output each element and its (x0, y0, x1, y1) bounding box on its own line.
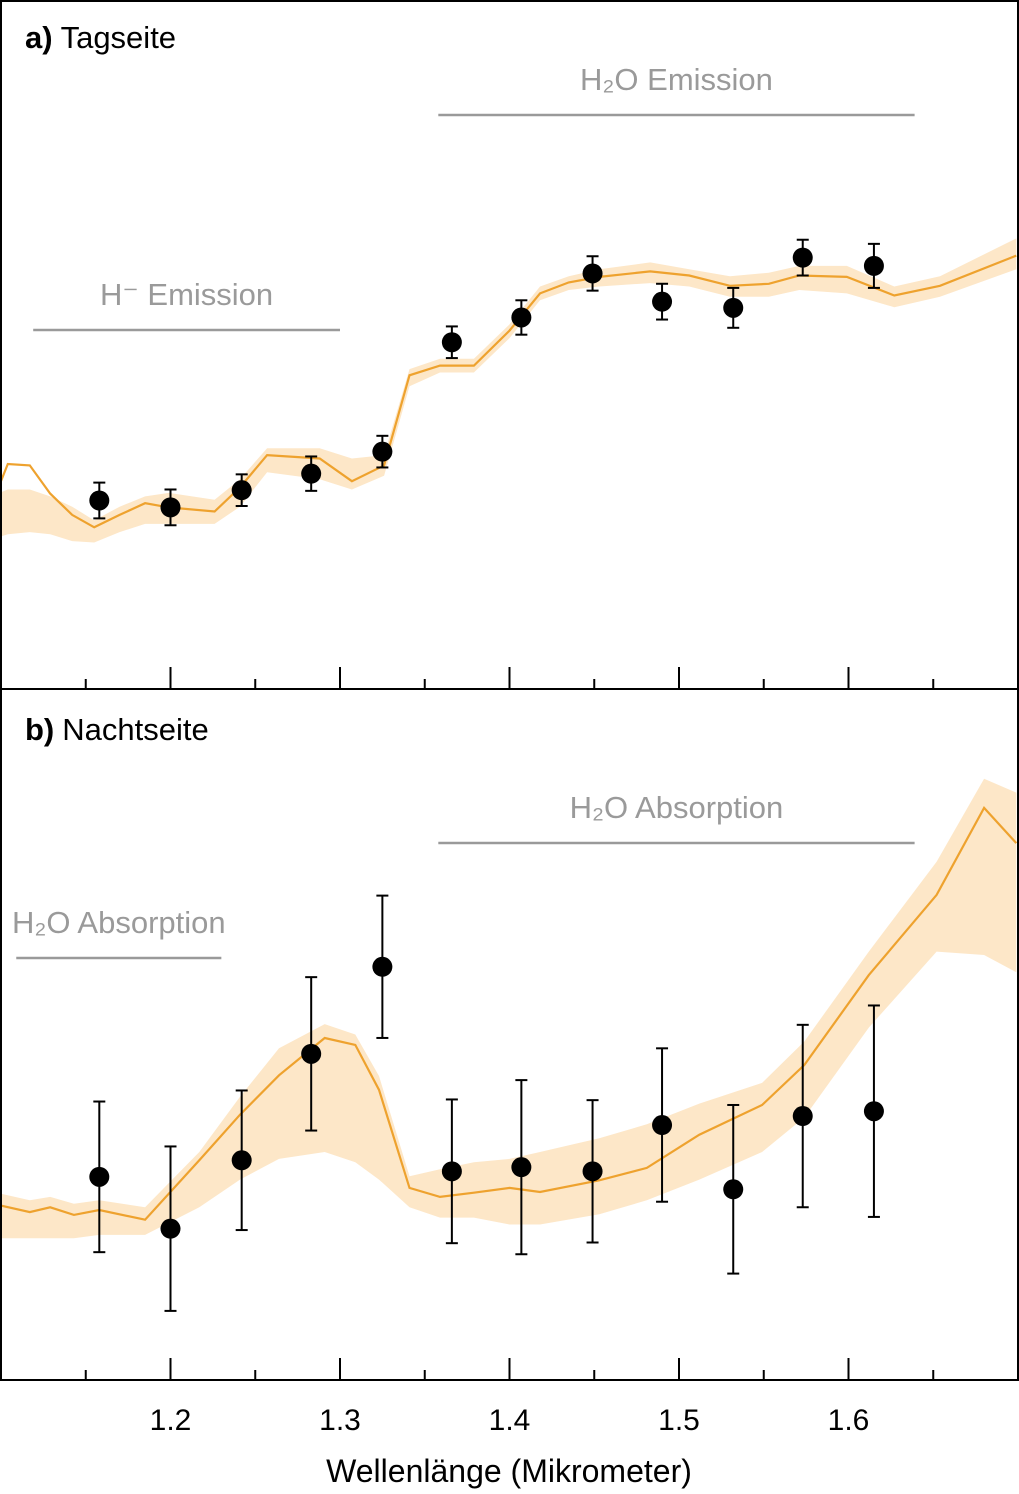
point-marker (160, 497, 181, 518)
data-point (863, 1004, 884, 1218)
point-marker (652, 291, 673, 312)
point-marker (89, 490, 110, 511)
point-marker (723, 297, 744, 318)
point-marker (582, 263, 603, 284)
x-tick-label: 1.6 (828, 1404, 870, 1437)
data-point (863, 242, 884, 289)
x-tick-label: 1.5 (658, 1404, 700, 1437)
model-uncertainty-band (0, 238, 1017, 543)
panel-dayside: H₂O Emission H⁻ Emission a) Tagseite (0, 20, 1017, 689)
data-point (89, 481, 110, 520)
panel-a-frame (0, 0, 1019, 690)
x-ticks (84, 1358, 935, 1380)
point-marker (301, 463, 322, 484)
annotation-label: H⁻ Emission (100, 277, 273, 312)
point-marker (231, 480, 252, 501)
model-curve (0, 254, 1017, 529)
data-point (160, 1145, 181, 1312)
point-marker (160, 1218, 181, 1239)
annotation-label: H₂O Emission (580, 62, 773, 97)
data-point (511, 299, 532, 336)
data-point (792, 1023, 813, 1209)
point-marker (652, 1115, 673, 1136)
data-point (652, 1047, 673, 1203)
point-marker (511, 307, 532, 328)
annotations: H₂O Emission H⁻ Emission (33, 62, 915, 332)
point-marker (582, 1161, 603, 1182)
model-line (0, 254, 1017, 529)
data-point (372, 894, 393, 1039)
annotations: H₂O Absorption H₂O Absorption (12, 790, 915, 960)
point-marker (792, 1106, 813, 1127)
data-point (301, 455, 322, 492)
model-band (0, 778, 1017, 1239)
point-marker (89, 1166, 110, 1187)
point-marker (792, 247, 813, 268)
model-uncertainty-band (0, 778, 1017, 1239)
point-marker (863, 255, 884, 276)
panel-letter: b) (25, 712, 54, 747)
x-axis-label: Wellenlänge (Mikrometer) (326, 1453, 692, 1489)
point-marker (372, 441, 393, 462)
data-point (301, 976, 322, 1132)
data-point (792, 238, 813, 277)
model-band (0, 238, 1017, 543)
panel-label: b) Nachtseite (25, 712, 209, 747)
panel-b-frame (0, 688, 1019, 1381)
annotation-label: H₂O Absorption (570, 790, 784, 825)
x-ticks (84, 667, 935, 689)
point-marker (301, 1043, 322, 1064)
data-points (89, 894, 884, 1312)
panel-letter: a) (25, 20, 53, 55)
annotation-label: H₂O Absorption (12, 905, 226, 940)
x-tick-label: 1.4 (489, 1404, 531, 1437)
data-point (231, 473, 252, 507)
point-marker (511, 1157, 532, 1178)
panel-title: Tagseite (61, 20, 176, 55)
point-marker (441, 1161, 462, 1182)
model-curve (0, 806, 1018, 1221)
data-point (231, 1089, 252, 1232)
data-point (89, 1100, 110, 1254)
panel-label: a) Tagseite (25, 20, 176, 55)
data-points (89, 238, 884, 527)
model-line (0, 806, 1018, 1221)
point-marker (863, 1101, 884, 1122)
data-point (160, 488, 181, 527)
x-tick-label: 1.3 (319, 1404, 361, 1437)
point-marker (441, 332, 462, 353)
data-point (441, 325, 462, 360)
data-point (511, 1079, 532, 1256)
x-tick-labels: 1.2 1.3 1.4 1.5 1.6 (150, 1404, 870, 1437)
point-marker (723, 1179, 744, 1200)
data-point (652, 282, 673, 321)
panel-title: Nachtseite (62, 712, 208, 747)
data-point (723, 1103, 744, 1275)
point-marker (231, 1150, 252, 1171)
x-tick-label: 1.2 (150, 1404, 192, 1437)
data-point (582, 255, 603, 292)
data-point (582, 1099, 603, 1244)
data-point (441, 1098, 462, 1245)
data-point (723, 286, 744, 329)
point-marker (372, 956, 393, 977)
panel-nightside: H₂O Absorption H₂O Absorption b) Nachtseit… (0, 712, 1018, 1380)
data-point (372, 434, 393, 469)
